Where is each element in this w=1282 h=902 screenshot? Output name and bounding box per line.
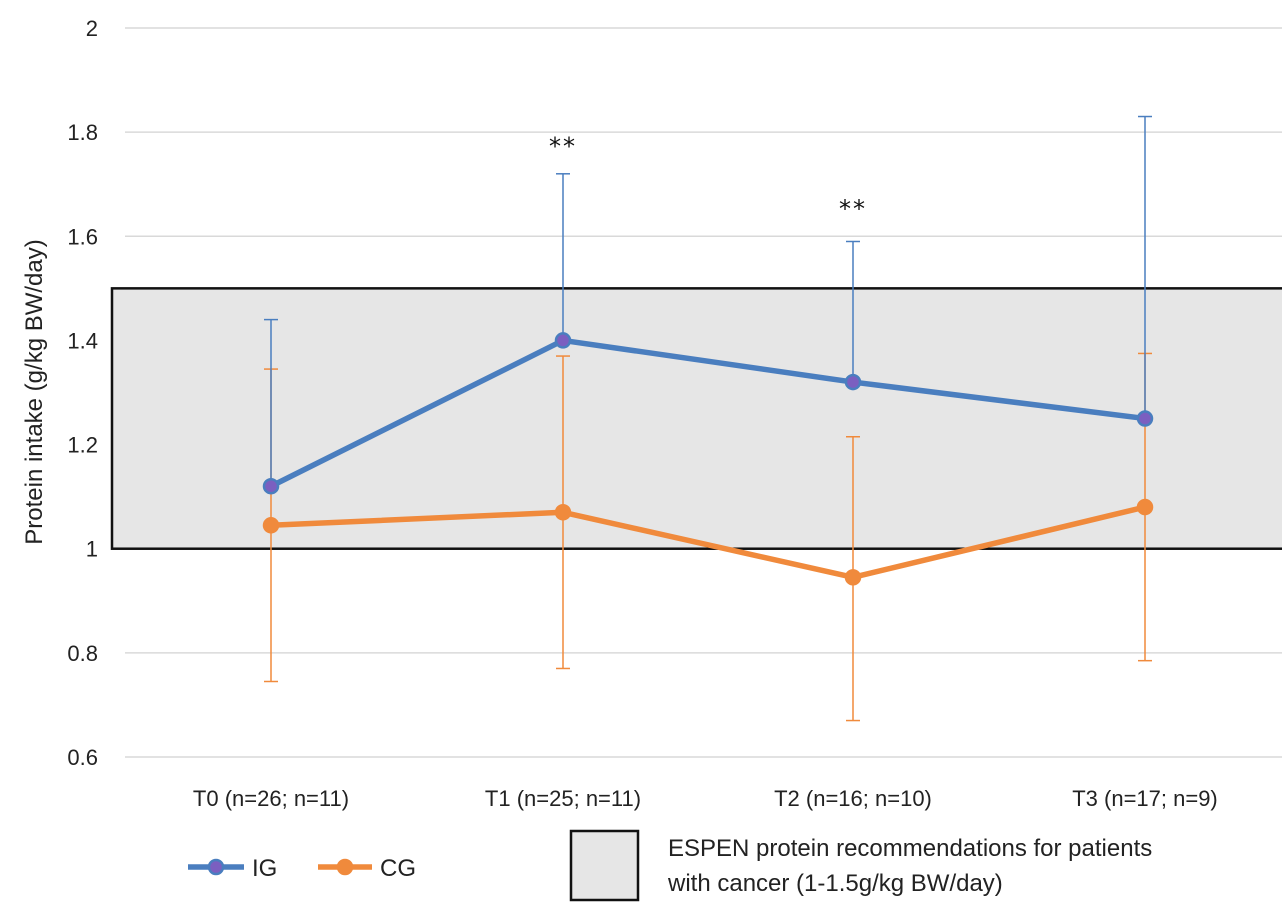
y-tick-label: 0.6 bbox=[67, 745, 98, 770]
x-tick-label: T2 (n=16; n=10) bbox=[774, 786, 932, 811]
y-tick-label: 1.2 bbox=[67, 433, 98, 458]
x-tick-label: T0 (n=26; n=11) bbox=[193, 786, 349, 811]
y-tick-label: 1.8 bbox=[67, 120, 98, 145]
legend-marker-cg bbox=[336, 858, 354, 876]
legend-label-ig: IG bbox=[252, 855, 277, 882]
series-line-cg bbox=[268, 504, 1148, 581]
significance-marker: ** bbox=[549, 133, 577, 161]
data-point-ig bbox=[554, 332, 572, 349]
reference-band-rect bbox=[110, 287, 1282, 550]
legend-band-label: with cancer (1-1.5g/kg BW/day) bbox=[667, 870, 1003, 897]
series-line-ig bbox=[268, 337, 1148, 489]
series-lines bbox=[268, 337, 1148, 581]
x-tick-labels: T0 (n=26; n=11) T1 (n=25; n=11) T2 (n=16; … bbox=[193, 786, 1218, 811]
data-point-ig bbox=[844, 373, 862, 391]
espen-reference-band bbox=[110, 287, 1282, 550]
error-bars bbox=[264, 115, 1152, 722]
legend-band-label: ESPEN protein recommendations for patien… bbox=[668, 835, 1152, 862]
y-tick-label: 1.4 bbox=[67, 328, 98, 353]
data-point-ig bbox=[262, 477, 280, 495]
data-point-cg bbox=[262, 517, 280, 534]
legend-marker-ig bbox=[207, 858, 225, 876]
x-tick-label: T1 (n=25; n=11) bbox=[485, 786, 641, 811]
y-tick-label: 2 bbox=[86, 16, 98, 41]
x-tick-label: T3 (n=17; n=9) bbox=[1072, 786, 1218, 811]
series-points bbox=[262, 332, 1154, 586]
data-point-ig bbox=[1136, 410, 1154, 427]
y-tick-label: 1.6 bbox=[67, 224, 98, 249]
data-point-cg bbox=[554, 504, 572, 521]
significance-marker: ** bbox=[839, 195, 867, 223]
significance-annotations: ** ** bbox=[549, 133, 867, 223]
y-axis-title: Protein intake (g/kg BW/day) bbox=[21, 239, 48, 544]
y-tick-label: 1 bbox=[86, 537, 98, 562]
data-point-cg bbox=[844, 569, 862, 586]
y-tick-label: 0.8 bbox=[67, 641, 98, 666]
legend-band-swatch bbox=[569, 829, 640, 902]
y-tick-labels: 0.6 0.8 1 1.2 1.4 1.6 1.8 2 bbox=[67, 16, 98, 770]
legend: IG CG ESPEN protein recommendations for pa… bbox=[188, 829, 1152, 902]
data-point-cg bbox=[1136, 498, 1154, 516]
legend-label-cg: CG bbox=[380, 855, 416, 882]
